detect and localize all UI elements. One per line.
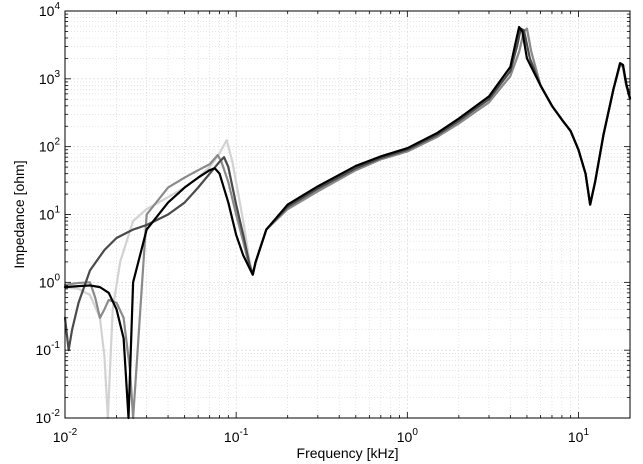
x-tick-label: 10-2 — [53, 427, 78, 445]
tick-marks — [64, 10, 631, 419]
series-lines — [63, 25, 632, 420]
x-tick-labels: 10-2 10-1 100 101 — [53, 427, 590, 445]
x-axis-label: Frequency [kHz] — [297, 445, 399, 461]
x-tick-label: 101 — [568, 427, 590, 445]
y-axis-label: Impedance [ohm] — [11, 160, 27, 268]
y-tick-label: 10-2 — [36, 408, 61, 426]
y-tick-label: 103 — [39, 69, 61, 87]
x-tick-label: 100 — [397, 427, 419, 445]
y-tick-label: 10-1 — [36, 340, 61, 358]
grid-lines — [64, 10, 631, 419]
series-line-4 — [63, 25, 632, 420]
y-tick-labels: 10-2 10-1 100 101 102 103 104 — [36, 1, 61, 426]
y-tick-label: 102 — [39, 137, 61, 155]
y-tick-label: 100 — [39, 272, 61, 290]
y-tick-label: 101 — [39, 205, 61, 223]
y-tick-label: 104 — [39, 1, 61, 19]
x-tick-label: 10-1 — [224, 427, 249, 445]
